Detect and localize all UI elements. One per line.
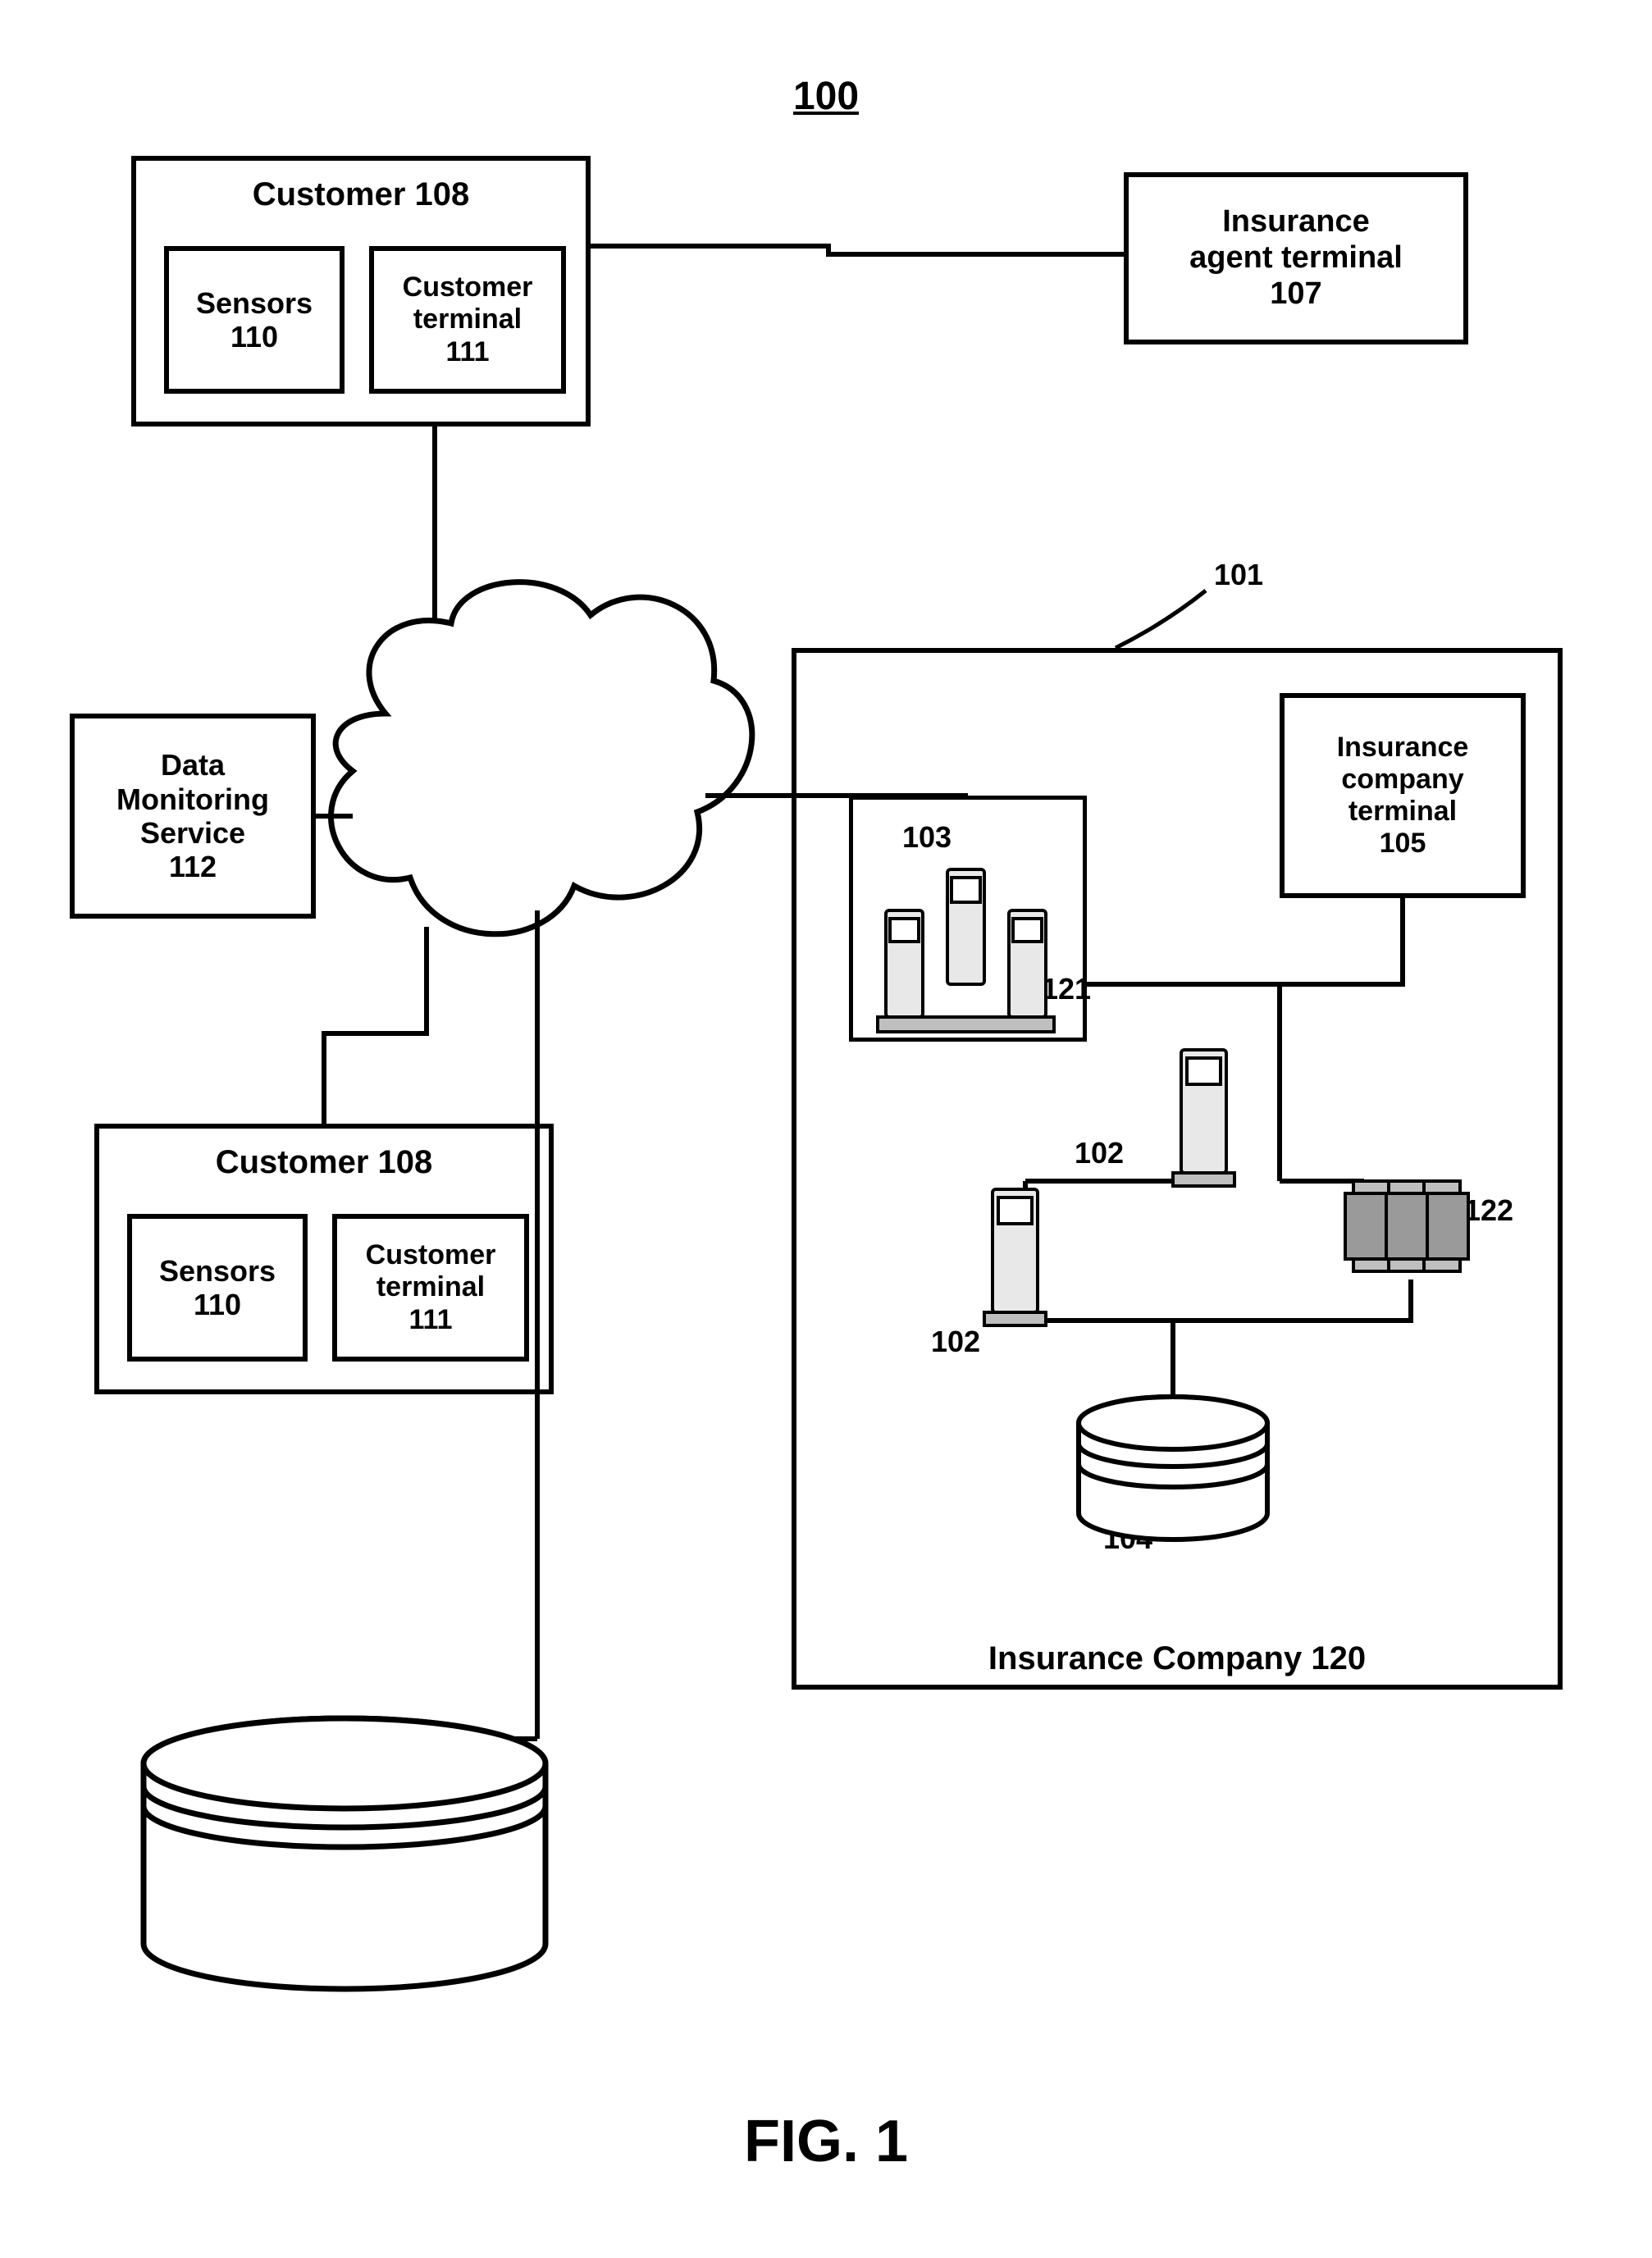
agent-l2: agent terminal	[1189, 240, 1403, 275]
customer-a-sensors-l2: 110	[230, 320, 278, 354]
customer-b-terminal: Customer terminal 111	[332, 1214, 529, 1362]
customer-a-sensors-l1: Sensors	[196, 286, 313, 320]
oe-l1: Outside expert	[240, 1822, 458, 1856]
label-121: 121	[1042, 972, 1091, 1006]
customer-b-term-l3: 111	[409, 1304, 453, 1335]
label-102a: 102	[1075, 1136, 1124, 1170]
customer-b-term-l2: terminal	[376, 1271, 485, 1302]
agent-terminal-box: Insurance agent terminal 107	[1124, 172, 1468, 344]
label-101: 101	[1214, 558, 1263, 592]
data-monitoring-box: Data Monitoring Service 112	[70, 714, 316, 919]
ct-l4: 105	[1380, 828, 1426, 859]
customer-a-term-l1: Customer	[403, 271, 533, 303]
cloud-l1: Communications	[397, 723, 637, 756]
figure-caption: FIG. 1	[0, 2108, 1652, 2175]
customer-b-term-l1: Customer	[366, 1239, 496, 1270]
cloud-label: Communications Network 106	[353, 722, 681, 828]
dms-l3: Service	[140, 816, 245, 850]
figure-number: 100	[0, 74, 1652, 119]
agent-l3: 107	[1270, 276, 1321, 311]
oe-l3: 117	[323, 1896, 373, 1931]
customer-a-terminal: Customer terminal 111	[369, 246, 566, 394]
ct-l1: Insurance	[1337, 732, 1469, 763]
outside-expert-label: Outside expert service 117	[185, 1821, 513, 1933]
label-103: 103	[902, 820, 951, 855]
customer-a-title: Customer 108	[253, 176, 470, 213]
agent-l1: Insurance	[1222, 204, 1370, 239]
label-102b: 102	[931, 1325, 980, 1359]
label-104: 104	[1103, 1521, 1152, 1556]
dms-l2: Monitoring	[116, 782, 269, 816]
customer-b-title: Customer 108	[216, 1143, 433, 1181]
customer-a-term-l2: terminal	[413, 303, 522, 335]
customer-a-term-l3: 111	[446, 336, 490, 367]
cloud-l3: 106	[492, 793, 541, 827]
label-122: 122	[1464, 1193, 1513, 1228]
dms-l4: 112	[169, 850, 217, 883]
customer-b-sensors-l2: 110	[194, 1288, 241, 1321]
company-terminal-box: Insurance company terminal 105	[1280, 693, 1526, 898]
dms-l1: Data	[161, 748, 225, 782]
insurance-company-title: Insurance Company 120	[792, 1640, 1563, 1677]
customer-a-sensors: Sensors 110	[164, 246, 345, 394]
oe-l2: service	[294, 1859, 402, 1894]
cloud-l2: Network	[459, 758, 575, 791]
ct-l2: company	[1341, 764, 1463, 795]
figure-page: 100 Customer 108 Sensors 110 Customer te…	[0, 0, 1652, 2258]
ct-l3: terminal	[1349, 796, 1457, 827]
customer-b-sensors: Sensors 110	[127, 1214, 308, 1362]
customer-b-sensors-l1: Sensors	[159, 1254, 276, 1288]
